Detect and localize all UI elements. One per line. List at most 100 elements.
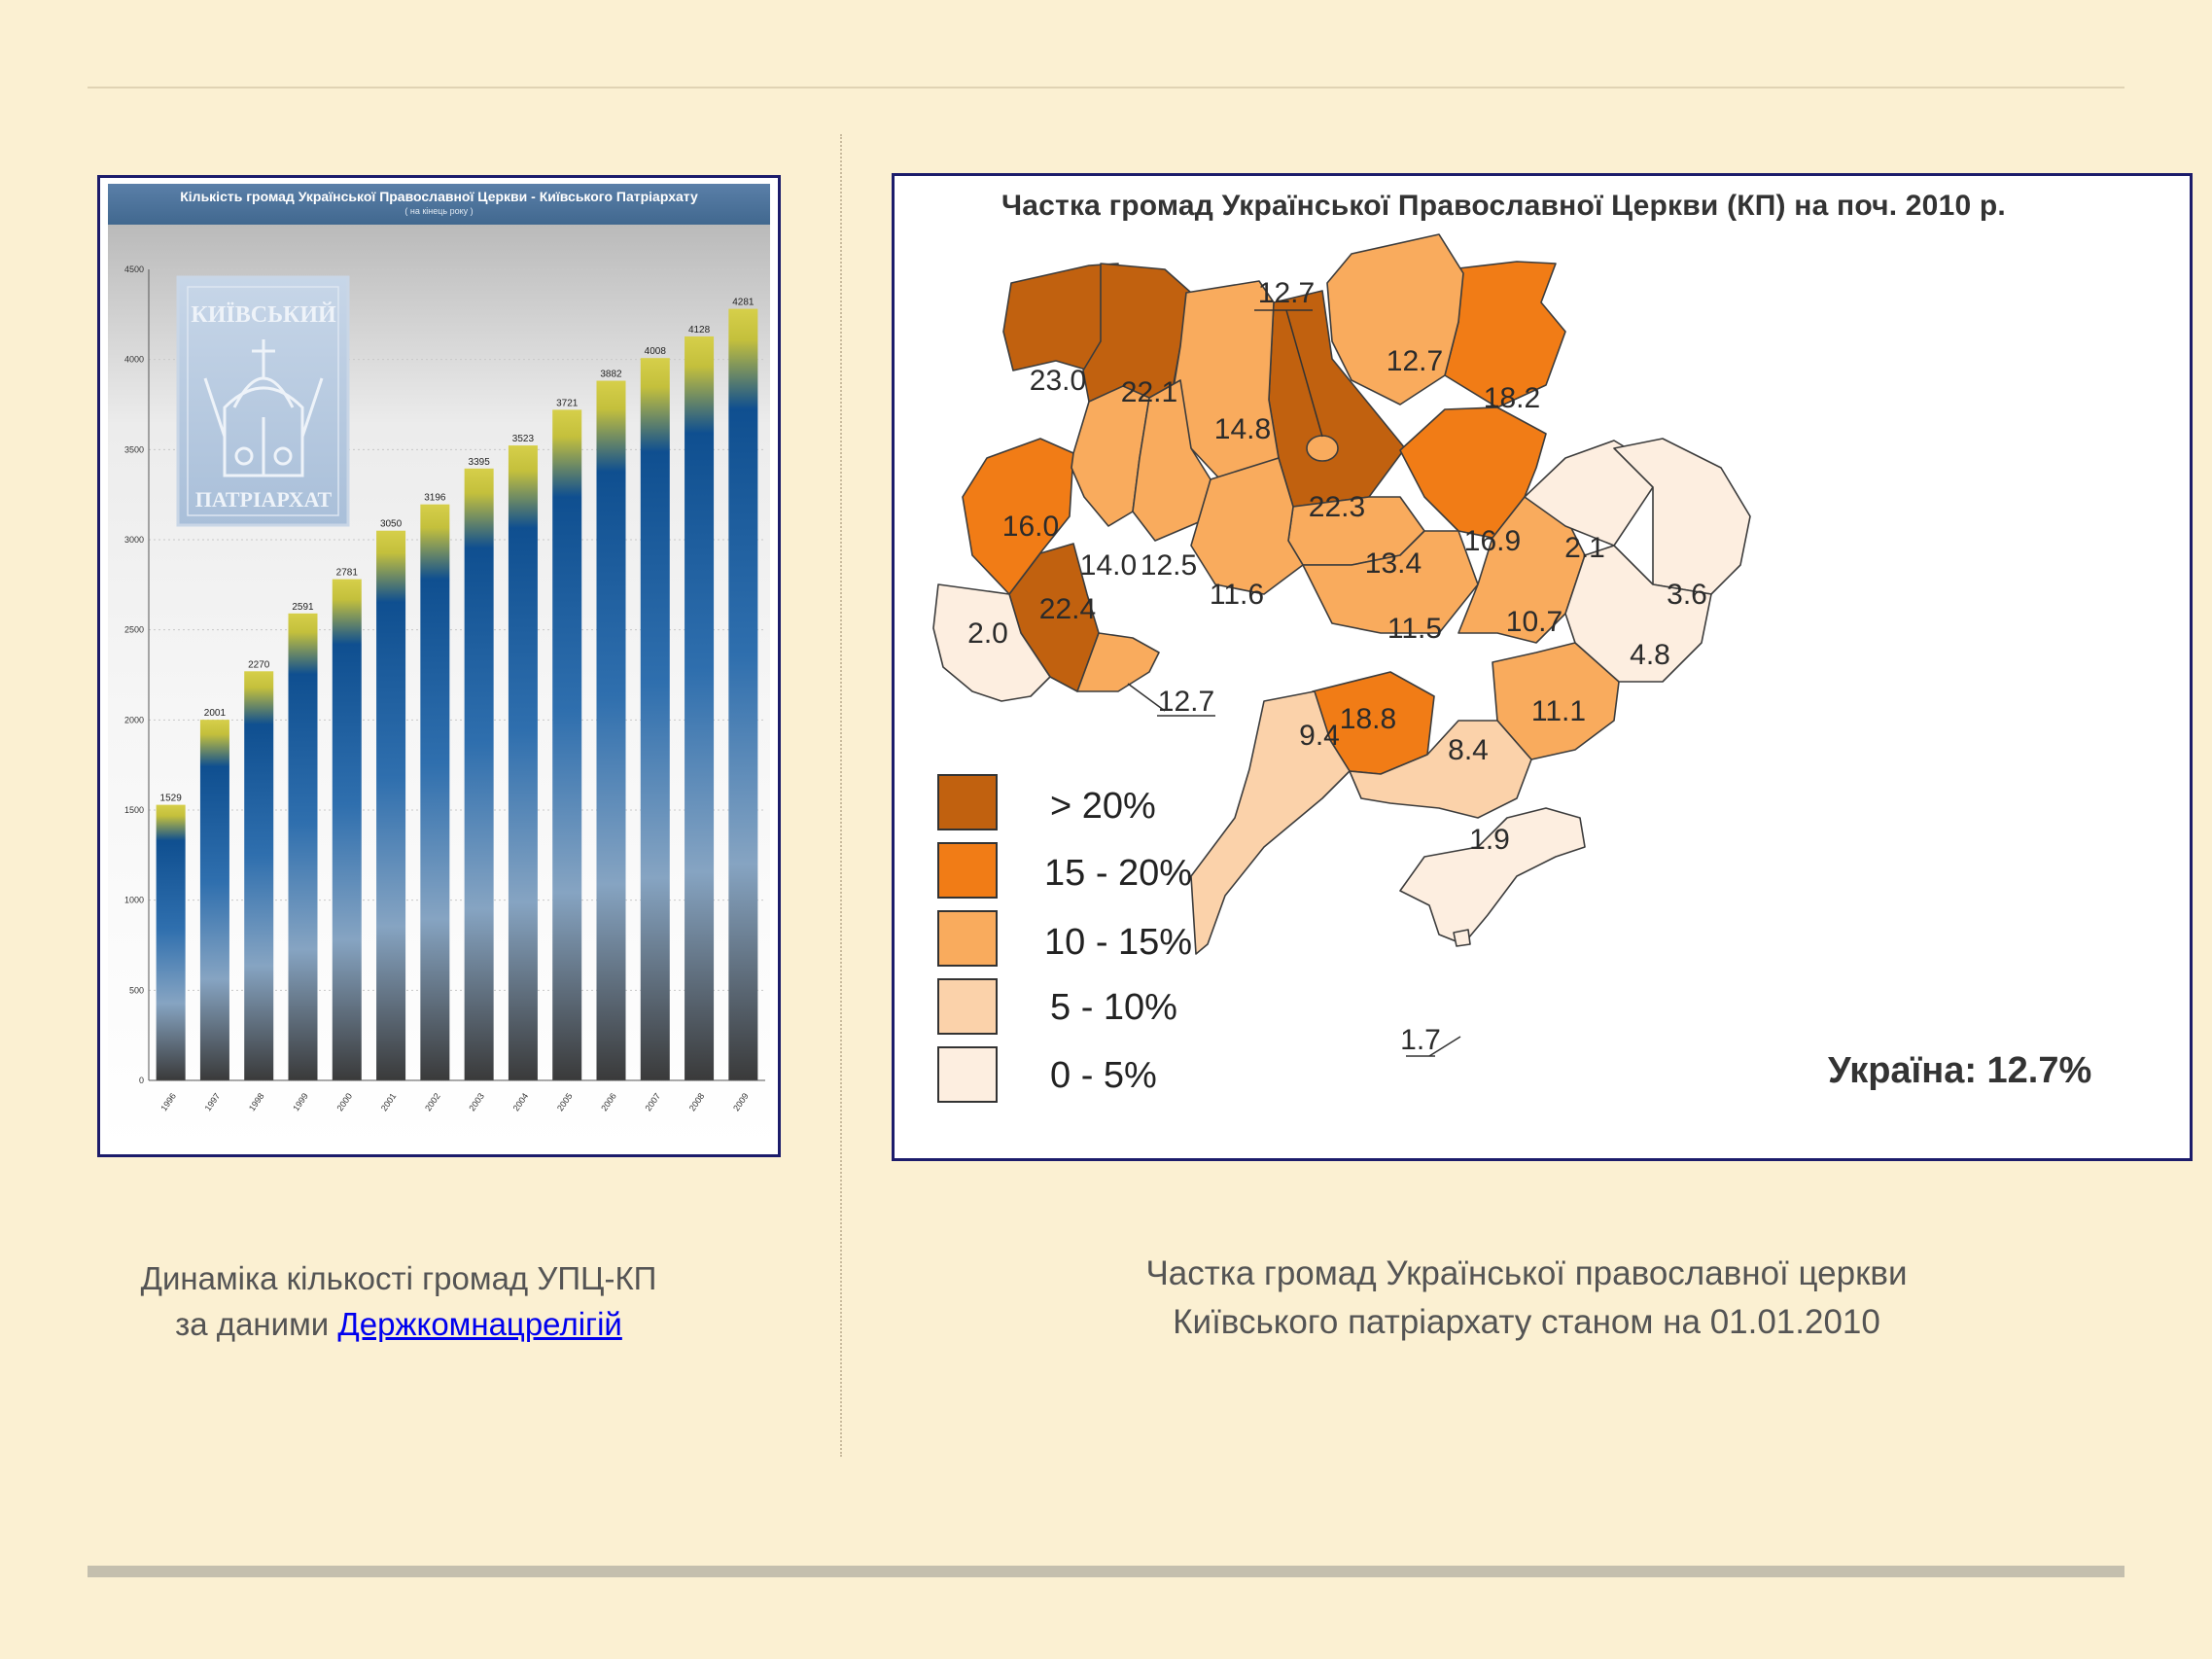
bar-2003 <box>464 468 494 1080</box>
bar-chart-title: Кількість громад Української Православно… <box>180 189 698 204</box>
region-chernihiv-north <box>1326 233 1464 406</box>
x-tick-label: 2005 <box>555 1091 575 1112</box>
bar-value-label: 3882 <box>600 370 622 380</box>
y-tick-label: 2000 <box>124 715 144 724</box>
x-tick-label: 2003 <box>467 1091 486 1112</box>
map-frame: 23.0 22.1 12.7 12.7 18.2 16.0 14.8 22.3 … <box>892 173 2193 1161</box>
bar-value-label: 3050 <box>380 519 403 530</box>
value-lviv: 16.0 <box>1002 511 1059 543</box>
bar-value-label: 4008 <box>645 346 667 357</box>
value-poltava: 16.9 <box>1464 525 1521 557</box>
region-crimea <box>1399 807 1586 945</box>
legend-label-over-20: > 20% <box>1050 786 1156 827</box>
y-tick-label: 1500 <box>124 805 144 815</box>
top-rule <box>88 87 2124 88</box>
x-tick-label: 2008 <box>687 1091 707 1112</box>
bar-2000 <box>332 579 362 1080</box>
bar-value-label: 2001 <box>204 708 227 719</box>
left-caption-prefix: за даними <box>175 1305 338 1342</box>
value-kharkiv: 2.1 <box>1564 532 1605 564</box>
bottom-rule <box>88 1566 2124 1577</box>
value-poltava-east: 10.7 <box>1506 606 1562 638</box>
value-vinnytsia: 12.5 <box>1141 549 1197 582</box>
value-crimea: 1.9 <box>1469 824 1510 856</box>
region-zakarpattia <box>932 583 1051 702</box>
bars: 1529 2001 2270 2591 2781 3050 3196 3395 3523 3721… <box>156 298 758 1081</box>
map-legend: > 20% 15 - 20% 10 - 15% 5 - 10% 0 - 5% <box>937 774 1192 1103</box>
bar-value-label: 2270 <box>248 659 270 670</box>
bar-value-label: 2781 <box>336 568 359 579</box>
value-ivano-frankivsk: 22.4 <box>1039 593 1096 625</box>
bar-2006 <box>596 380 626 1080</box>
y-tick-label: 500 <box>129 985 144 995</box>
region-kherson <box>1349 720 1532 819</box>
region-donetsk <box>1564 545 1712 683</box>
x-tick-label: 2002 <box>423 1091 442 1112</box>
legend-label-5-10: 5 - 10% <box>1050 987 1177 1028</box>
y-axis: 0 500 1000 1500 2000 2500 3000 3500 4000 4500 <box>124 265 150 1085</box>
region-luhansk <box>1613 438 1751 595</box>
bar-2008 <box>685 335 715 1081</box>
value-volyn: 23.0 <box>1030 365 1086 397</box>
bar-value-label: 2591 <box>292 602 314 613</box>
value-sevastopol: 1.7 <box>1400 1024 1441 1056</box>
x-tick-label: 1998 <box>247 1091 266 1112</box>
column-divider <box>840 134 842 1457</box>
bar-chart: КИЇВСЬКИЙ ПАТРІАРХАТ 0 500 1000 1500 2000 250… <box>124 265 765 1112</box>
value-chernivtsi: 12.7 <box>1158 686 1214 718</box>
value-sumy: 18.2 <box>1484 382 1540 414</box>
bar-2001 <box>376 530 406 1080</box>
x-tick-label: 1997 <box>203 1091 223 1112</box>
legend-swatch-over-20 <box>937 774 998 830</box>
value-kherson-visible: 8.4 <box>1448 734 1489 766</box>
value-dnipropetrovsk: 11.5 <box>1387 613 1442 645</box>
value-khmelnytskyi: 14.0 <box>1080 549 1137 582</box>
value-luhansk: 3.6 <box>1667 579 1707 611</box>
derzhkomnatsreligii-link[interactable]: Держкомнацрелігій <box>337 1305 622 1342</box>
bar-1997 <box>199 720 229 1080</box>
region-kyiv-city <box>1306 435 1339 462</box>
bar-1998 <box>244 671 274 1080</box>
value-donetsk: 4.8 <box>1630 639 1670 671</box>
bar-2007 <box>640 358 670 1080</box>
ukraine-map: 23.0 22.1 12.7 12.7 18.2 16.0 14.8 22.3 … <box>932 233 2091 1103</box>
bar-value-label: 4128 <box>688 325 711 335</box>
bar-chart-subtitle: ( на кінець року ) <box>404 206 474 216</box>
value-zhytomyr: 14.8 <box>1214 413 1271 445</box>
leader-chernivtsi <box>1127 683 1166 712</box>
legend-label-15-20: 15 - 20% <box>1044 853 1192 894</box>
y-tick-label: 2500 <box>124 625 144 635</box>
region-dnipropetrovsk <box>1302 530 1479 634</box>
bar-value-label: 3196 <box>424 493 446 504</box>
bar-chart-panel: КИЇВСЬКИЙ ПАТРІАРХАТ 0 500 1000 1500 2000 250… <box>108 184 770 1148</box>
value-odesa: 9.4 <box>1299 720 1340 752</box>
x-axis: 1996 1997 1998 1999 2000 2001 2002 2003 2004 2005… <box>149 1079 765 1112</box>
legend-swatch-10-15 <box>937 910 998 967</box>
legend-swatch-15-20 <box>937 842 998 899</box>
bar-value-label: 3395 <box>469 457 491 468</box>
legend-label-10-15: 10 - 15% <box>1044 922 1192 963</box>
kyiv-patriarchate-emblem: КИЇВСЬКИЙ ПАТРІАРХАТ <box>176 275 350 527</box>
leader-kyiv-city <box>1285 309 1323 438</box>
ukraine-total: Україна: 12.7% <box>1828 1050 2091 1091</box>
emblem-text-top: КИЇВСЬКИЙ <box>191 302 336 328</box>
x-tick-label: 2006 <box>599 1091 618 1112</box>
x-tick-label: 2004 <box>511 1091 531 1112</box>
value-kyiv: 22.3 <box>1309 491 1365 523</box>
right-caption-line2: Київського патріархату станом на 01.01.2… <box>1173 1302 1880 1341</box>
leader-sevastopol <box>1428 1036 1461 1057</box>
left-caption: Динаміка кількості громад УПЦ-КП за дани… <box>117 1256 681 1348</box>
bar-value-label: 4281 <box>732 298 755 308</box>
value-mykolaiv: 18.8 <box>1340 703 1396 735</box>
y-tick-label: 3000 <box>124 535 144 545</box>
region-chernivtsi <box>1076 632 1160 692</box>
x-tick-label: 2007 <box>643 1091 662 1112</box>
value-kyiv-city: 12.7 <box>1258 277 1315 309</box>
x-tick-label: 1999 <box>291 1091 310 1112</box>
value-cherkasy: 13.4 <box>1365 547 1422 580</box>
value-chernihiv-north: 12.7 <box>1387 345 1443 377</box>
bar-value-label: 3721 <box>556 398 579 408</box>
value-kirovohrad: 11.6 <box>1210 579 1264 611</box>
legend-swatch-0-5 <box>937 1046 998 1103</box>
bar-2002 <box>420 504 450 1080</box>
